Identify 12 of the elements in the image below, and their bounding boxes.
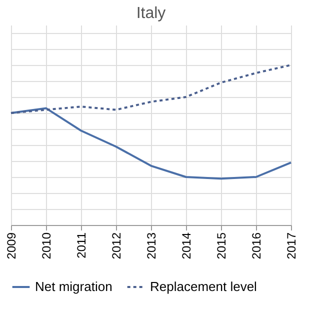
x-tick-label: 2011 [74, 232, 88, 258]
x-tick-label: 2012 [110, 232, 124, 260]
x-tick-label: 2009 [4, 232, 18, 260]
legend-label: Net migration [35, 279, 112, 294]
x-tick-label: 2016 [250, 232, 264, 260]
x-tick-label: 2017 [284, 232, 298, 260]
x-tick-label: 2014 [180, 232, 194, 260]
x-tick-label: 2010 [40, 232, 54, 260]
x-tick-label: 2015 [214, 232, 228, 260]
legend-label: Replacement level [150, 279, 258, 294]
chart-title: Italy [136, 5, 166, 22]
x-tick-label: 2013 [144, 232, 158, 260]
